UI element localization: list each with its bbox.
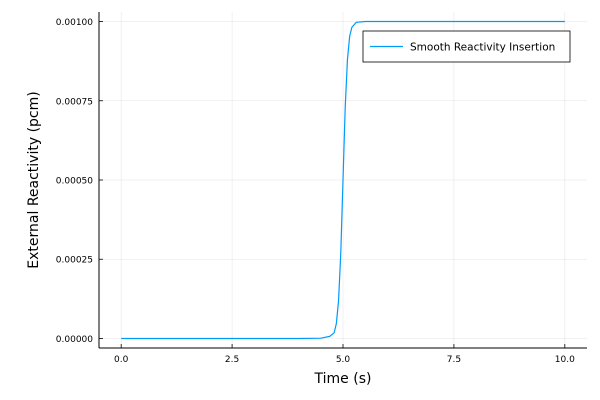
tick-marks: 0.0 2.5 5.0 7.5 10.0 0.00000 0.00025 0.00050 0.0… [56,18,575,365]
x-tick-label: 0.0 [114,355,129,365]
x-tick-label: 10.0 [555,355,575,365]
x-tick-label: 7.5 [447,355,461,365]
y-tick-label: 0.00000 [56,335,93,345]
series-lines [121,20,565,340]
y-tick-label: 0.00075 [56,97,93,107]
y-tick-label: 0.00050 [56,177,93,187]
y-tick-label: 0.00025 [56,256,93,266]
x-axis-label: Time (s) [314,371,372,387]
y-tick-label: 0.00100 [56,18,93,28]
series-line-0 [121,20,565,340]
x-tick-label: 2.5 [225,355,239,365]
x-tick-label: 5.0 [336,355,351,365]
legend-entry-label: Smooth Reactivity Insertion [410,42,555,54]
y-axis-label: External Reactivity (pcm) [26,91,42,268]
legend: Smooth Reactivity Insertion [362,30,571,63]
